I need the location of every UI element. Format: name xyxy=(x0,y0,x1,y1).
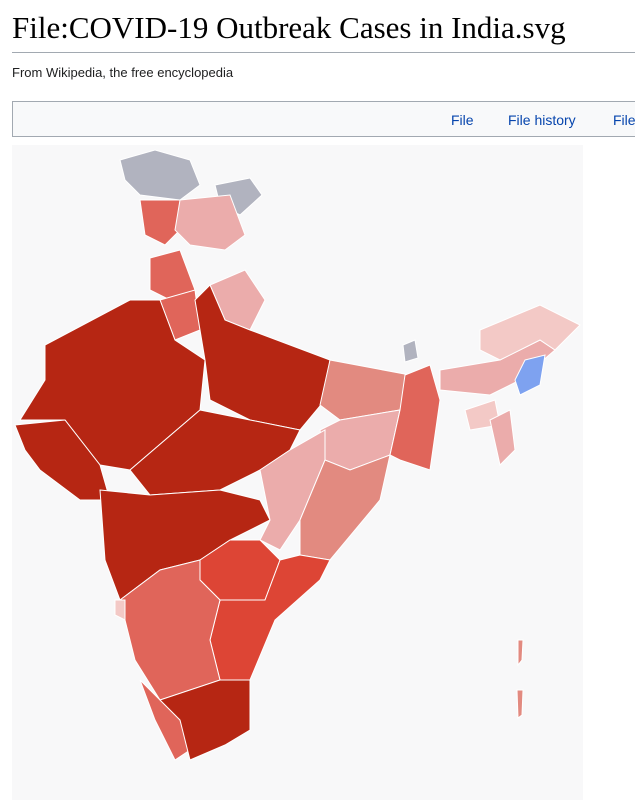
region xyxy=(479,304,581,361)
region xyxy=(174,194,246,251)
tab-bar: File File history File xyxy=(12,101,635,137)
region xyxy=(119,559,221,701)
tab-file-history[interactable]: File history xyxy=(508,112,576,128)
title-rule xyxy=(12,52,635,53)
region xyxy=(517,639,524,667)
india-map xyxy=(12,145,583,800)
page-title: File:COVID-19 Outbreak Cases in India.sv… xyxy=(12,10,566,45)
region xyxy=(114,599,126,621)
region xyxy=(516,689,524,719)
tab-file-usage[interactable]: File xyxy=(613,112,635,128)
region xyxy=(139,199,186,246)
region xyxy=(119,149,201,201)
subtitle: From Wikipedia, the free encyclopedia xyxy=(12,65,234,80)
region xyxy=(14,419,111,501)
region xyxy=(514,354,546,396)
tab-file[interactable]: File xyxy=(451,112,474,128)
region xyxy=(389,364,441,471)
regions xyxy=(14,149,581,761)
region xyxy=(489,409,516,466)
region xyxy=(402,339,419,363)
region xyxy=(159,679,251,761)
